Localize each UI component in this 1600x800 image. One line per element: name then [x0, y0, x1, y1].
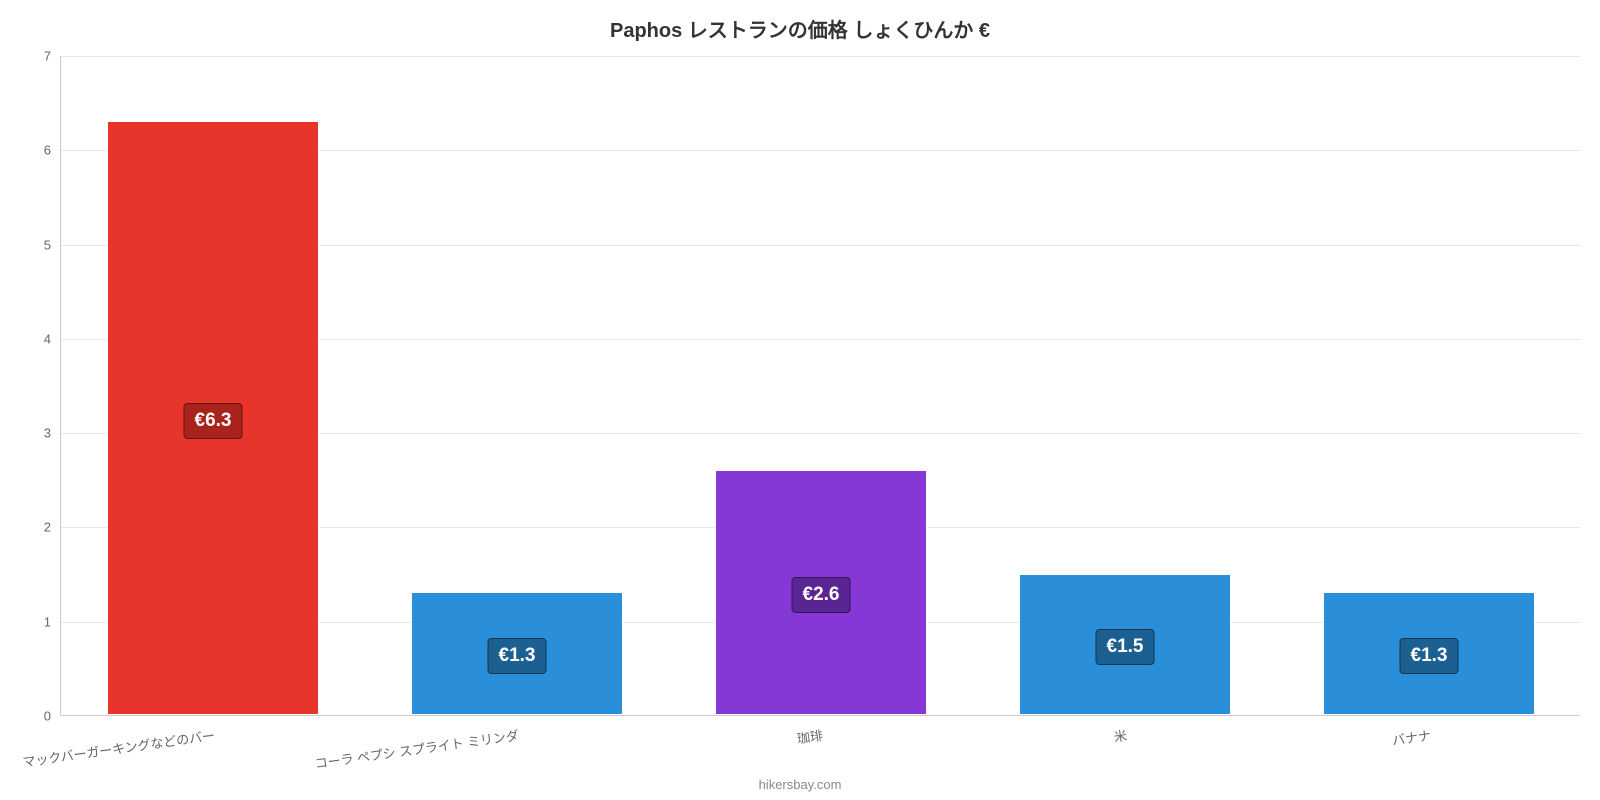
y-tick-label: 2: [44, 520, 61, 535]
x-tick-label: 米: [1111, 715, 1128, 746]
y-tick-label: 7: [44, 49, 61, 64]
grid-line: [61, 56, 1580, 57]
x-tick-label: 珈琲: [794, 715, 824, 747]
price-bar-chart: Paphos レストランの価格 しょくひんか € 01234567€6.3マック…: [0, 0, 1600, 800]
value-badge: €1.5: [1096, 629, 1155, 665]
y-tick-label: 5: [44, 237, 61, 252]
y-tick-label: 0: [44, 709, 61, 724]
y-tick-label: 1: [44, 614, 61, 629]
y-tick-label: 4: [44, 331, 61, 346]
x-tick-label: バナナ: [1389, 715, 1432, 749]
plot-area: 01234567€6.3マックバーガーキングなどのバー€1.3コーラ ペプシ ス…: [60, 56, 1580, 716]
y-tick-label: 6: [44, 143, 61, 158]
y-tick-label: 3: [44, 426, 61, 441]
attribution-text: hikersbay.com: [0, 777, 1600, 792]
value-badge: €1.3: [1400, 638, 1459, 674]
value-badge: €1.3: [488, 638, 547, 674]
chart-title: Paphos レストランの価格 しょくひんか €: [0, 14, 1600, 43]
value-badge: €6.3: [184, 403, 243, 439]
value-badge: €2.6: [792, 577, 851, 613]
x-tick-label: コーラ ペプシ スプライト ミリンダ: [312, 715, 520, 772]
